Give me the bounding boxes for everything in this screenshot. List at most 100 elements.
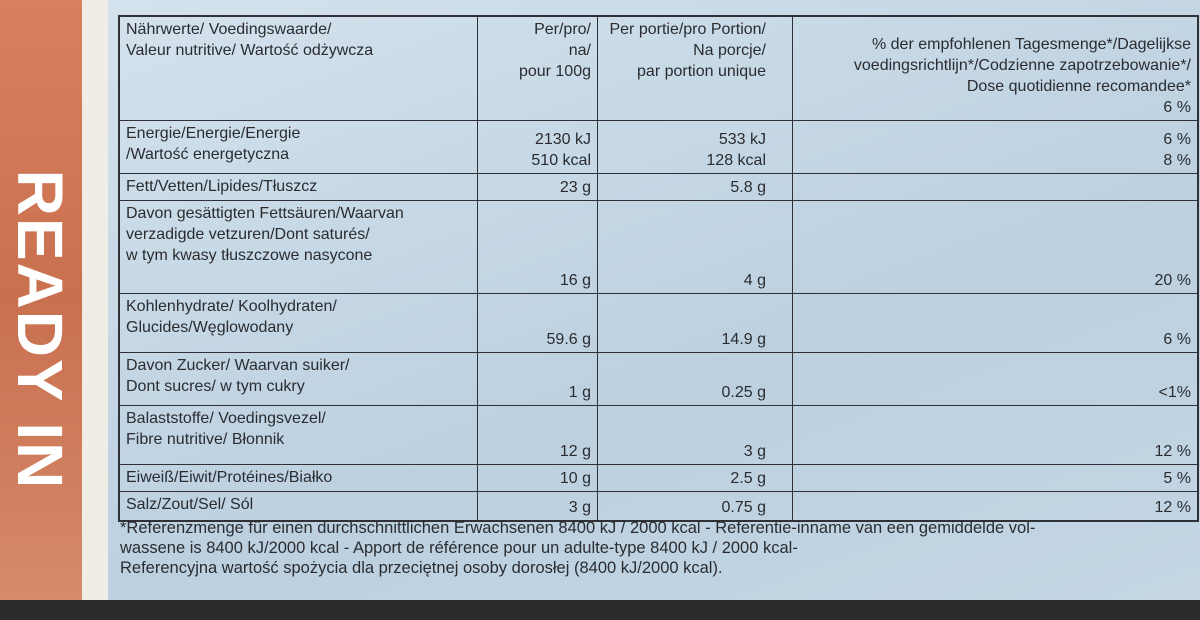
cell-line: 14.9 g	[721, 331, 766, 348]
table-cell: 10 g	[477, 465, 597, 491]
table-cell: 533 kJ 128 kcal	[597, 121, 792, 173]
cell-line: 2.5 g	[730, 470, 766, 487]
table-cell: 23 g	[477, 174, 597, 200]
cell-line: 5.8 g	[730, 179, 766, 196]
header-row: Nährwerte/ Voedingswaarde/Valeur nutriti…	[120, 17, 1197, 120]
table-cell: 16 g	[477, 201, 597, 293]
footnote-line: Referencyjna wartość spożycia dla przeci…	[120, 559, 723, 577]
table-cell: Davon gesättigten Fettsäuren/Waarvan verz…	[120, 201, 477, 293]
cell-line: 20 %	[1154, 272, 1191, 289]
cell-line: 2130 kJ	[534, 131, 591, 148]
cell-line: Dose quotidienne recomandee*	[966, 78, 1191, 95]
table-cell: Fett/Vetten/Lipides/Tłuszcz	[120, 174, 477, 200]
table-cell: 12 g	[477, 406, 597, 464]
table-cell: 3 g	[477, 492, 597, 520]
table-cell: 12 %	[792, 492, 1197, 520]
cell-line: 3 g	[568, 499, 591, 516]
table-cell: 12 %	[792, 406, 1197, 464]
cell-line: 3 g	[743, 443, 766, 460]
table-cell: <1%	[792, 353, 1197, 405]
table-cell: Salz/Zout/Sel/ Sól	[120, 492, 477, 520]
cell-line: Per/pro/	[534, 21, 591, 38]
footnote: *Referenzmenge für einen durchschnittlic…	[120, 518, 1195, 578]
cell-line: 6 %	[1163, 331, 1191, 348]
table-cell: 6 %	[792, 294, 1197, 352]
cell-line: 12 g	[559, 443, 591, 460]
cell-line: Fett/Vetten/Lipides/Tłuszcz	[126, 178, 318, 195]
cell-line: par portion unique	[637, 63, 766, 80]
cell-line: Balaststoffe/ Voedingsvezel/	[126, 410, 326, 427]
cell-line: 128 kcal	[706, 152, 766, 169]
table-row: Eiweiß/Eiwit/Protéines/Białko 10 g 2.5 g 5 …	[120, 464, 1197, 491]
cell-line: Valeur nutritive/ Wartość odżywcza	[126, 42, 374, 59]
cell-line: Nährwerte/ Voedingswaarde/	[126, 21, 332, 38]
table-cell: Per/pro/na/pour 100g	[477, 17, 597, 120]
cell-line: Energie/Energie/Energie	[126, 125, 301, 142]
cell-line: Davon Zucker/ Waarvan suiker/	[126, 357, 350, 374]
cell-line: /Wartość energetyczna	[126, 146, 290, 163]
cell-line: voedingsrichtlijn*/Codzienne zapotrzebow…	[853, 57, 1191, 74]
footnote-line: wassene is 8400 kJ/2000 kcal - Apport de…	[120, 539, 798, 557]
cell-line: 0.75 g	[721, 499, 766, 516]
table-row: Balaststoffe/ Voedingsvezel/Fibre nutrit…	[120, 405, 1197, 464]
cell-line: Davon gesättigten Fettsäuren/Waarvan	[126, 205, 404, 222]
cell-line: 59.6 g	[546, 331, 591, 348]
table-row: Kohlenhydrate/ Koolhydraten/Glucides/Węg…	[120, 293, 1197, 352]
table-cell: 6 % 8 %	[792, 121, 1197, 173]
cell-line: 4 g	[743, 272, 766, 289]
cell-line: Kohlenhydrate/ Koolhydraten/	[126, 298, 337, 315]
table-cell: 14.9 g	[597, 294, 792, 352]
footnote-line: *Referenzmenge für einen durchschnittlic…	[120, 519, 1036, 537]
cell-line: Eiweiß/Eiwit/Protéines/Białko	[126, 469, 333, 486]
cell-line: 6 %	[1163, 131, 1191, 148]
cell-line: Glucides/Węglowodany	[126, 319, 294, 336]
table-row: Fett/Vetten/Lipides/Tłuszcz 23 g 5.8 g	[120, 173, 1197, 200]
nutrition-table: Nährwerte/ Voedingswaarde/Valeur nutriti…	[118, 15, 1199, 522]
cell-line: 1 g	[568, 384, 591, 401]
table-row: Davon Zucker/ Waarvan suiker/Dont sucres…	[120, 352, 1197, 405]
table-cell: 20 %	[792, 201, 1197, 293]
cell-line: 12 %	[1154, 443, 1191, 460]
cell-line: 6 %	[1163, 99, 1191, 116]
table-cell: 3 g	[597, 406, 792, 464]
cell-line: 23 g	[559, 179, 591, 196]
cell-line: Dont sucres/ w tym cukry	[126, 378, 305, 395]
package-stripe	[0, 0, 82, 600]
cell-line: 10 g	[559, 470, 591, 487]
table-cell: 5 %	[792, 465, 1197, 491]
cell-line: 5 %	[1163, 470, 1191, 487]
table-row: Davon gesättigten Fettsäuren/Waarvan verz…	[120, 200, 1197, 293]
cell-line: Na porcje/	[693, 42, 766, 59]
table-cell: 2.5 g	[597, 465, 792, 491]
label-panel	[108, 0, 1200, 600]
cell-line: na/	[568, 42, 591, 59]
cell-line: pour 100g	[518, 63, 591, 80]
cell-line: verzadigde vetzuren/Dont saturés/	[126, 226, 370, 243]
cell-line: Salz/Zout/Sel/ Sól	[126, 496, 254, 513]
cell-line: Per portie/pro Portion/	[609, 21, 766, 38]
cell-line: 0.25 g	[721, 384, 766, 401]
table-cell: 59.6 g	[477, 294, 597, 352]
table-cell: 1 g	[477, 353, 597, 405]
table-cell: Per portie/pro Portion/Na porcje/par por…	[597, 17, 792, 120]
table-row: Energie/Energie/Energie/Wartość energety…	[120, 120, 1197, 173]
table-cell: Eiweiß/Eiwit/Protéines/Białko	[120, 465, 477, 491]
table-cell: Energie/Energie/Energie/Wartość energety…	[120, 121, 477, 173]
cell-line: Fibre nutritive/ Błonnik	[126, 431, 285, 448]
table-cell: Kohlenhydrate/ Koolhydraten/Glucides/Węg…	[120, 294, 477, 352]
table-cell: Balaststoffe/ Voedingsvezel/Fibre nutrit…	[120, 406, 477, 464]
background-edge	[0, 600, 1200, 620]
table-cell: 0.75 g	[597, 492, 792, 520]
cell-line: <1%	[1158, 384, 1191, 401]
cell-line: w tym kwasy tłuszczowe nasycone	[126, 247, 373, 264]
cell-line: 12 %	[1154, 499, 1191, 516]
package-border	[82, 0, 108, 600]
cell-line: 510 kcal	[531, 152, 591, 169]
cell-line: 16 g	[559, 272, 591, 289]
table-cell	[792, 174, 1197, 200]
table-cell: Nährwerte/ Voedingswaarde/Valeur nutriti…	[120, 17, 477, 120]
table-cell: % der empfohlenen Tagesmenge*/Dagelijkse…	[792, 17, 1197, 120]
cell-line: % der empfohlenen Tagesmenge*/Dagelijkse	[871, 36, 1191, 53]
table-cell: 0.25 g	[597, 353, 792, 405]
